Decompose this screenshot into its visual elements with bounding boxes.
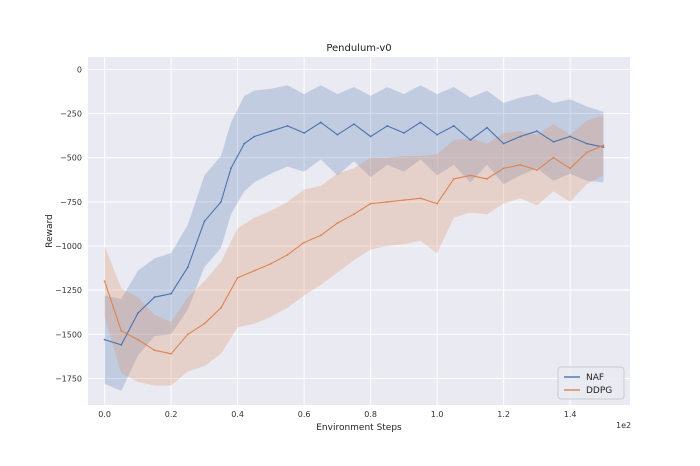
data-point-ddpg [303,241,305,244]
gridlines [88,57,630,405]
data-point-naf [186,266,189,269]
data-point-naf [552,140,555,143]
band-naf [104,85,604,391]
series-lines [103,121,605,355]
x-tick-label: 0.4 [231,410,244,419]
data-point-ddpg [236,276,239,279]
data-point-ddpg [369,202,372,205]
y-tick-label: −250 [60,110,82,119]
data-point-naf [120,344,123,346]
x-tick-label: 1.4 [564,410,577,419]
y-tick-label: 0 [77,65,82,74]
data-point-ddpg [203,322,206,325]
y-tick-label: −1500 [55,330,82,339]
data-point-naf [452,125,455,127]
data-point-ddpg [120,329,123,332]
y-tick-label: −1250 [55,286,82,295]
chart-title: Pendulum-v0 [326,43,391,54]
data-point-naf [220,201,222,203]
x-tick-label: 1.2 [497,410,510,419]
data-point-naf [602,146,605,149]
data-point-naf [203,220,206,223]
confidence-bands [104,85,604,391]
data-point-naf [319,121,322,124]
data-point-naf [502,142,505,145]
data-point-ddpg [336,222,339,225]
data-point-ddpg [419,197,422,200]
data-point-naf [519,135,522,138]
data-point-ddpg [452,178,455,180]
data-point-ddpg [519,163,522,166]
data-point-naf [536,130,538,133]
plot-area [88,57,630,405]
data-point-naf [103,338,106,341]
data-point-naf [419,121,422,124]
data-point-ddpg [153,349,156,352]
y-axis-ticks: 0 −250 −500 −750 −1000 −1250 −1500 −1750 [55,65,82,383]
x-tick-label: 1.0 [431,410,444,419]
data-point-ddpg [319,234,322,237]
data-point-ddpg [253,269,256,272]
data-point-ddpg [569,167,571,170]
data-point-naf [137,312,139,314]
data-point-ddpg [103,280,106,283]
data-point-naf [270,130,272,133]
legend: NAF DDPG [557,366,625,400]
y-tick-label: −500 [60,154,82,163]
data-point-ddpg [353,213,355,216]
data-point-naf [486,126,488,129]
data-point-naf [170,292,173,295]
data-point-naf [230,167,232,170]
y-tick-label: −1000 [55,242,82,251]
data-point-ddpg [585,151,588,154]
x-tick-label: 0.6 [298,410,311,419]
data-point-naf [585,142,588,145]
y-axis-label: Reward [45,214,55,248]
data-point-naf [286,125,289,127]
data-point-naf [303,132,305,134]
data-point-ddpg [170,352,173,355]
data-point-naf [469,139,472,141]
data-point-naf [153,296,156,299]
legend-box [557,366,625,400]
data-point-ddpg [469,174,472,177]
data-point-naf [386,125,389,127]
data-point-naf [353,123,355,125]
data-point-ddpg [486,178,488,180]
data-point-naf [336,133,339,136]
data-point-ddpg [403,199,405,202]
data-point-naf [436,133,438,136]
data-point-naf [253,135,256,138]
data-point-naf [403,132,405,134]
data-point-ddpg [220,306,222,309]
data-point-ddpg [602,144,605,147]
data-point-ddpg [137,338,139,341]
y-tick-label: −750 [60,198,82,207]
x-axis-label: Environment Steps [316,423,402,433]
legend-label-naf: NAF [586,373,604,383]
legend-label-ddpg: DDPG [586,386,612,396]
x-tick-label: 0.0 [98,410,111,419]
data-point-ddpg [436,202,438,205]
data-point-ddpg [386,201,389,203]
x-tick-label: 0.8 [364,410,377,419]
data-point-ddpg [552,156,555,159]
series-line-naf [104,121,604,346]
data-point-naf [243,142,246,145]
y-tick-label: −1750 [55,375,82,384]
data-point-ddpg [536,169,538,172]
data-point-ddpg [270,262,272,265]
data-point-ddpg [502,167,505,170]
data-point-ddpg [286,253,289,256]
data-point-naf [569,135,571,138]
band-ddpg [104,115,604,386]
data-point-ddpg [186,333,189,336]
x-axis-ticks: 0.0 0.2 0.4 0.6 0.8 1.0 1.2 1.4 [98,410,576,419]
x-tick-label: 0.2 [165,410,178,419]
data-point-naf [369,135,372,138]
x-axis-offset-text: 1e2 [616,421,631,430]
